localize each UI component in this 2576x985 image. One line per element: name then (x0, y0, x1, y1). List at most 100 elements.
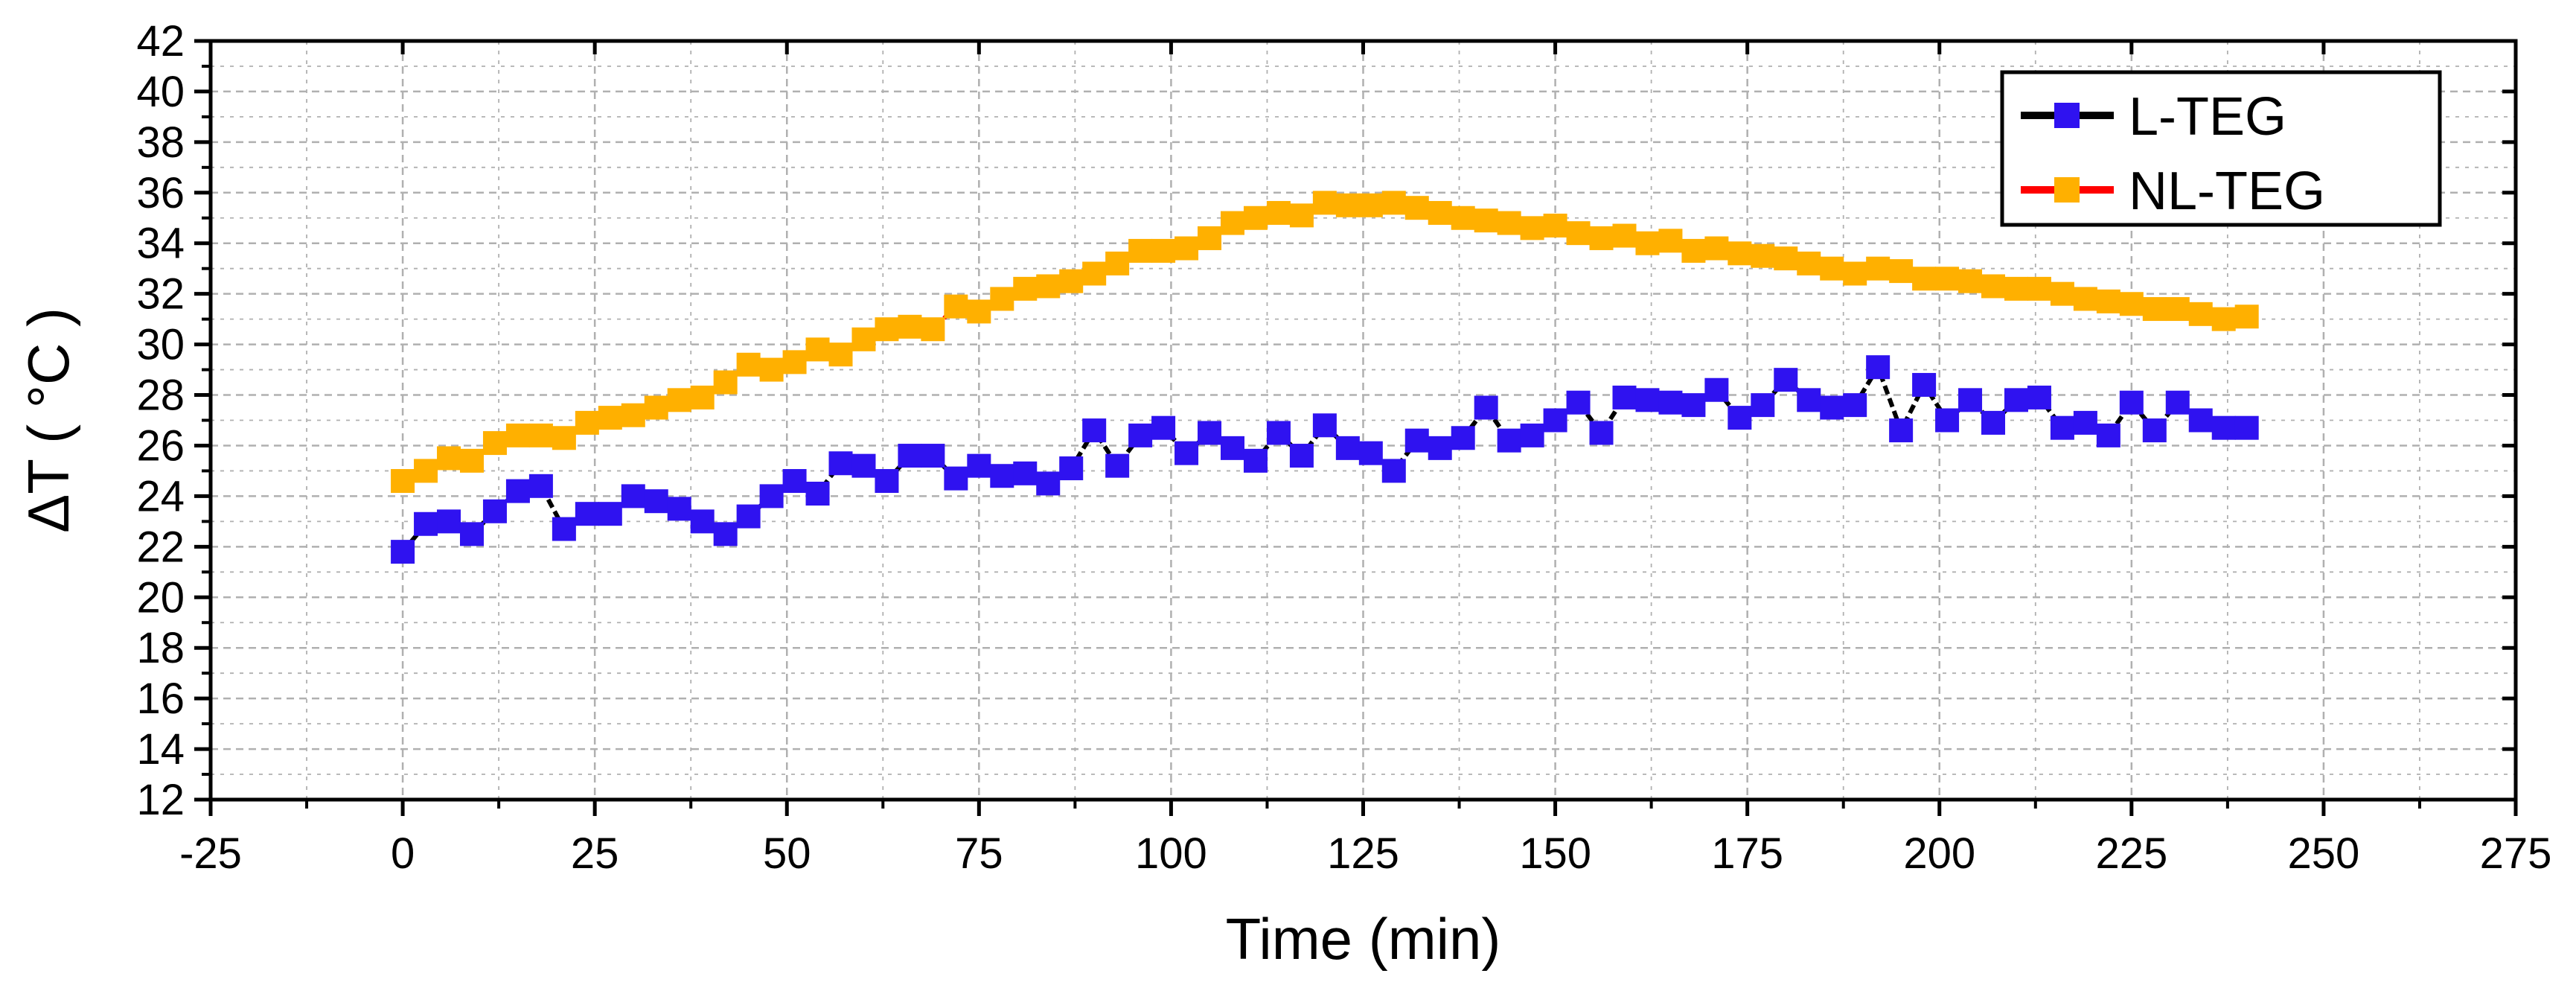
data-point (621, 484, 645, 509)
data-point (1036, 471, 1061, 496)
data-point (1105, 453, 1130, 478)
data-point (621, 403, 645, 427)
data-point (713, 522, 738, 546)
data-point (1981, 410, 2006, 435)
data-point (1497, 428, 1521, 453)
data-point (967, 453, 991, 478)
x-tick-label: 200 (1903, 829, 1975, 878)
data-point (1751, 393, 1775, 418)
data-point (1820, 395, 1844, 420)
data-point (1843, 393, 1867, 418)
data-point (1174, 441, 1199, 465)
data-point (1128, 238, 1153, 263)
data-point (552, 517, 576, 541)
y-tick-label: 12 (136, 776, 185, 824)
data-point (1082, 418, 1107, 443)
data-point (1312, 191, 1337, 215)
data-point (459, 448, 484, 473)
data-point (2073, 287, 2097, 311)
data-point (1681, 393, 1706, 418)
data-point (759, 357, 784, 382)
x-axis-label: Time (min) (1226, 906, 1501, 972)
data-point (1958, 388, 1983, 412)
data-point (1474, 395, 1498, 420)
data-point (1404, 196, 1429, 220)
data-point (505, 479, 530, 503)
x-tick-label: 225 (2095, 829, 2167, 878)
data-point (1704, 236, 1729, 261)
data-point (2050, 415, 2074, 440)
data-point (1912, 267, 1937, 291)
legend-label: NL-TEG (2129, 162, 2325, 221)
y-tick-label: 40 (136, 68, 185, 116)
data-point (437, 509, 461, 534)
data-point (875, 317, 899, 342)
y-tick-label: 22 (136, 523, 185, 571)
plot-series (391, 191, 2259, 564)
data-point (391, 540, 415, 564)
x-tick-label: 125 (1327, 829, 1399, 878)
data-point (990, 464, 1014, 488)
data-point (736, 504, 761, 529)
data-point (1520, 216, 1544, 240)
x-tick-label: 175 (1711, 829, 1783, 878)
data-point (414, 459, 438, 483)
data-point (1198, 226, 1222, 250)
series-nl-teg (391, 191, 2259, 494)
data-point (1935, 408, 1960, 433)
data-point (1289, 203, 1314, 228)
data-point (1036, 274, 1061, 299)
x-tick-label: 275 (2480, 829, 2552, 878)
data-point (2096, 289, 2120, 313)
data-point (598, 406, 622, 430)
data-point (1013, 461, 1038, 485)
y-tick-label: 20 (136, 573, 185, 622)
legend: L-TEG NL-TEG (2000, 70, 2442, 227)
y-tick-label: 32 (136, 270, 185, 319)
data-point (528, 474, 553, 498)
data-point (782, 469, 807, 494)
y-tick-label: 26 (136, 421, 185, 470)
data-point (990, 287, 1014, 311)
data-point (1612, 385, 1637, 409)
data-point (1497, 211, 1521, 235)
x-tick-label: 150 (1519, 829, 1591, 878)
y-tick-label: 28 (136, 372, 185, 420)
data-point (1797, 388, 1821, 412)
y-tick-label: 34 (136, 220, 185, 268)
data-point (1082, 261, 1107, 286)
axis-ticks: -25 0 25 50 75 100 125 150 175 200 225 250 275 121416… (136, 17, 2551, 878)
y-tick-label: 38 (136, 118, 185, 167)
data-point (1474, 208, 1498, 233)
data-point (2165, 390, 2190, 415)
data-point (1198, 421, 1222, 445)
data-point (967, 299, 991, 324)
data-point (644, 489, 668, 514)
y-tick-label: 30 (136, 321, 185, 369)
x-tick-label: 25 (571, 829, 619, 878)
y-tick-label: 18 (136, 624, 185, 672)
data-point (2188, 408, 2213, 433)
data-point (1543, 408, 1567, 433)
data-point (2096, 423, 2120, 447)
data-point (1381, 459, 1406, 483)
data-point (1381, 191, 1406, 215)
data-point (782, 350, 807, 374)
data-point (437, 446, 461, 471)
data-point (505, 423, 530, 447)
data-point (1221, 211, 1245, 235)
data-point (1820, 256, 1844, 281)
data-point (805, 482, 830, 506)
data-point (2142, 418, 2167, 443)
data-point (1866, 355, 1891, 380)
data-point (1728, 406, 1752, 430)
data-point (828, 342, 853, 367)
data-point (1658, 390, 1683, 415)
data-point (1335, 193, 1360, 217)
data-point (1174, 236, 1199, 261)
data-point (1981, 274, 2006, 299)
data-point (2119, 292, 2144, 316)
data-point (1059, 456, 1084, 481)
data-point (2004, 276, 2028, 301)
data-point (805, 337, 830, 362)
